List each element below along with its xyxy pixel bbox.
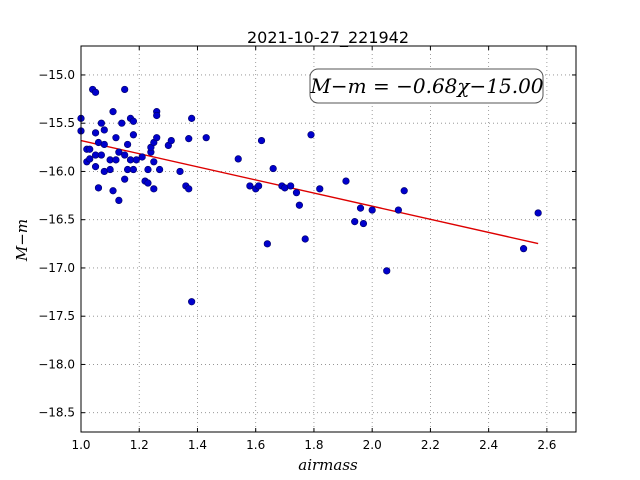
x-tick-label: 1.6 [246,438,265,452]
x-tick-label: 1.2 [130,438,149,452]
data-point [176,167,184,176]
data-point [188,114,196,122]
data-point [534,209,542,217]
data-point [383,267,391,275]
data-point [86,155,94,163]
y-tick-label: −17.0 [38,261,75,275]
y-tick-label: −18.0 [38,357,75,371]
annotation-text: M−m = −0.68χ−15.00 [309,74,543,98]
data-point [153,111,161,120]
data-point [202,134,210,142]
y-tick-label: −16.0 [38,164,75,178]
y-tick-label: −15.0 [38,68,75,82]
data-point [144,179,152,187]
data-point [185,185,193,193]
data-point [301,235,309,243]
data-point [121,85,129,94]
grid [80,46,576,432]
y-tick-label: −17.5 [38,309,75,323]
x-tick-label: 1.4 [188,438,207,452]
data-point [94,184,103,192]
y-tick-label: −16.5 [38,213,75,227]
data-point [287,182,295,190]
x-axis-label: airmass [298,456,358,474]
x-tick-label: 2.6 [537,438,556,452]
data-point [150,185,158,193]
data-point [269,164,277,173]
y-axis: −15.0 −15.5 −16.0 −16.5 −17.0 −17.5 −18.0 −18.5 [38,68,576,420]
data-point [356,204,365,212]
data-point [156,165,164,174]
data-point [257,136,266,145]
y-axis-label: M−m [13,219,31,262]
data-point [100,140,108,149]
x-tick-label: 1.0 [71,438,90,452]
fit-annotation: M−m = −0.68χ−15.00 [309,68,544,104]
data-point [246,182,254,190]
data-point [115,196,123,204]
annotation-box [309,68,544,104]
y-tick-label: −18.5 [38,406,75,420]
data-point [307,131,315,139]
data-point [255,182,263,190]
data-point [153,134,161,142]
data-point [394,206,402,214]
data-point [121,175,129,183]
data-point [234,155,242,163]
data-point [150,158,158,166]
x-tick-label: 1.8 [304,438,323,452]
data-point [359,219,368,228]
data-point [112,134,120,142]
y-tick-label: −15.5 [38,116,75,130]
data-point [97,151,105,159]
data-point [138,153,146,161]
data-point [109,187,117,195]
data-point [123,140,132,149]
plot-frame [80,45,577,433]
data-point [115,148,123,156]
data-point [144,165,152,174]
x-tick-label: 2.4 [479,438,498,452]
data-point [91,129,100,137]
data-point [292,189,301,197]
data-point [368,206,376,214]
data-point [188,298,196,306]
x-tick-label: 2.2 [421,438,440,452]
data-point [121,151,129,159]
data-point [351,218,359,226]
data-point [129,131,138,139]
data-point [342,177,350,185]
data-point [109,108,117,116]
data-point [129,117,138,125]
data-point [100,126,108,134]
data-point [400,187,408,195]
data-point [106,165,114,174]
data-point [129,165,138,174]
x-axis: 1.0 1.2 1.4 1.6 1.8 2.0 2.2 2.4 2.6 [71,46,556,452]
data-point [316,185,324,193]
data-point [167,136,175,145]
data-point [112,156,120,164]
data-point [86,145,94,153]
x-tick-label: 2.0 [363,438,382,452]
data-point [118,119,126,127]
chart-title: 2021-10-27_221942 [247,28,409,48]
data-point [519,245,528,253]
data-point [132,156,140,164]
data-point [97,119,105,127]
fit-line [80,139,539,245]
data-point [91,88,100,96]
data-point [91,163,100,171]
data-point [295,201,303,209]
data-point [185,135,193,143]
data-points [77,85,542,306]
data-point [263,240,271,248]
